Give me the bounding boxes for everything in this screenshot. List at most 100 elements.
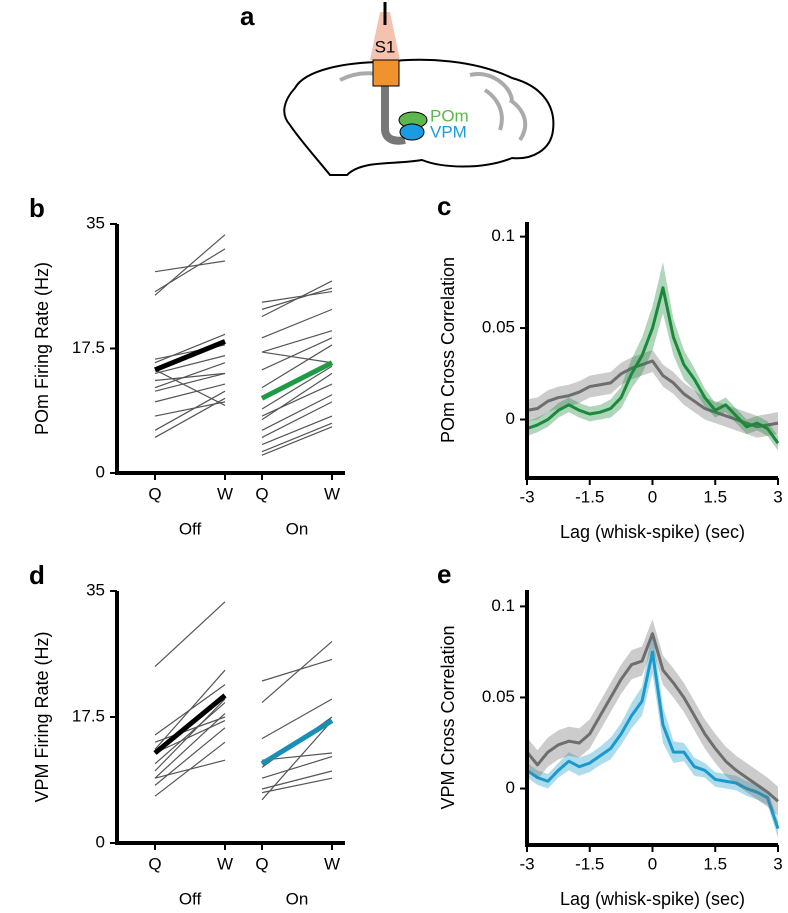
unit-line — [154, 390, 226, 431]
unit-line — [154, 355, 226, 374]
y-tick-label: 0 — [96, 462, 105, 481]
x-tick-label: -3 — [519, 854, 534, 873]
unit-line — [154, 248, 226, 293]
x-tick-label: 3 — [773, 854, 782, 873]
unit-line — [154, 372, 226, 392]
x-tick-label: Q — [148, 484, 161, 503]
panel: b POm Firing Rate (Hz) 0 17.5 35 Q W Q W Off On — [29, 193, 345, 538]
unit-line — [154, 712, 226, 779]
unit-line — [261, 415, 333, 446]
y-tick-label: 0.05 — [482, 687, 515, 706]
error-band — [527, 262, 778, 451]
unit-line — [261, 330, 333, 353]
region-label: POm — [430, 106, 469, 125]
y-tick-label: 35 — [86, 580, 105, 599]
unit-line — [154, 716, 226, 743]
series-line — [525, 632, 779, 803]
unit-line — [154, 369, 226, 406]
x-tick-label: Q — [255, 854, 268, 873]
unit-line — [154, 260, 226, 273]
unit-line — [154, 741, 226, 797]
x-tick-label: Q — [148, 854, 161, 873]
mean-line — [154, 339, 226, 373]
y-tick-label: 0.1 — [491, 226, 515, 245]
y-tick-label: 17.5 — [72, 706, 105, 725]
series-line — [526, 359, 779, 429]
panel: e VPM Cross Correlation 0 0.05 0.1 -3 -1.5 0 1.5… — [437, 559, 783, 909]
unit-line — [154, 333, 226, 364]
y-tick-label: 0 — [506, 778, 515, 797]
unit-line — [154, 669, 226, 750]
y-tick-label: 0 — [96, 832, 105, 851]
unit-line — [261, 351, 333, 364]
region-label: VPM — [430, 122, 467, 141]
x-tick-label: 0 — [648, 854, 657, 873]
y-tick-label: 17.5 — [72, 338, 105, 357]
y-axis-label: POm Cross Correlation — [438, 257, 458, 443]
x-tick-label: -1.5 — [575, 487, 604, 506]
y-axis-label: POm Firing Rate (Hz) — [32, 262, 52, 435]
unit-line — [261, 337, 333, 371]
x-tick-label: Q — [255, 484, 268, 503]
unit-line — [261, 720, 333, 801]
vpm-region — [399, 123, 425, 141]
series-line — [526, 286, 780, 445]
s1-region — [372, 59, 400, 87]
panel: c POm Cross Correlation 0 0.05 0.1 -3 -1.5 0 1.5… — [437, 191, 783, 542]
x-tick-label: 1.5 — [703, 854, 727, 873]
series-line — [526, 650, 780, 830]
x-axis-label: Lag (whisk-spike) (sec) — [560, 889, 745, 909]
x-tick-label: -1.5 — [575, 854, 604, 873]
brain-diagram: a S1 POm VPM — [240, 1, 555, 176]
x-tick-label: W — [324, 484, 340, 503]
group-label: Off — [179, 889, 202, 908]
unit-line — [261, 372, 333, 421]
unit-line — [261, 383, 333, 417]
y-axis-label: VPM Firing Rate (Hz) — [32, 631, 52, 802]
y-tick-label: 35 — [86, 213, 105, 232]
unit-line — [261, 290, 333, 303]
x-tick-label: 0 — [648, 487, 657, 506]
x-axis-label: Lag (whisk-spike) (sec) — [560, 522, 745, 542]
light-cone — [370, 12, 400, 60]
group-label: On — [286, 519, 309, 538]
error-band — [527, 630, 778, 838]
unit-line — [261, 426, 333, 456]
unit-line — [154, 397, 226, 438]
unit-line — [154, 702, 226, 765]
error-band — [527, 619, 778, 816]
unit-line — [261, 777, 333, 794]
unit-line — [261, 394, 333, 431]
unit-line — [261, 756, 333, 779]
unit-line — [154, 372, 226, 382]
unit-line — [154, 720, 226, 754]
mean-line — [260, 718, 334, 766]
unit-line — [154, 383, 226, 403]
mean-line — [153, 693, 227, 755]
region-label: S1 — [375, 37, 396, 56]
unit-line — [261, 698, 333, 740]
x-tick-label: W — [217, 484, 233, 503]
brain-structure — [339, 71, 528, 142]
y-axis-label: VPM Cross Correlation — [438, 625, 458, 809]
group-label: Off — [179, 519, 202, 538]
panel-letter: a — [240, 1, 255, 31]
unit-line — [261, 640, 333, 704]
x-tick-label: 3 — [773, 487, 782, 506]
unit-line — [154, 362, 226, 389]
unit-line — [261, 344, 333, 389]
panel: d VPM Firing Rate (Hz) 0 17.5 35 Q W Q W Off On — [29, 560, 345, 908]
unit-line — [154, 727, 226, 786]
unit-line — [261, 401, 333, 438]
unit-line — [261, 422, 333, 453]
y-tick-label: 0 — [506, 409, 515, 428]
panel-letter: c — [437, 191, 451, 221]
panel-letter: b — [29, 193, 45, 223]
unit-line — [154, 698, 226, 772]
group-label: On — [286, 889, 309, 908]
x-tick-label: W — [217, 854, 233, 873]
error-band — [527, 350, 778, 438]
unit-line — [261, 287, 333, 310]
unit-line — [154, 601, 226, 668]
unit-line — [261, 658, 333, 682]
